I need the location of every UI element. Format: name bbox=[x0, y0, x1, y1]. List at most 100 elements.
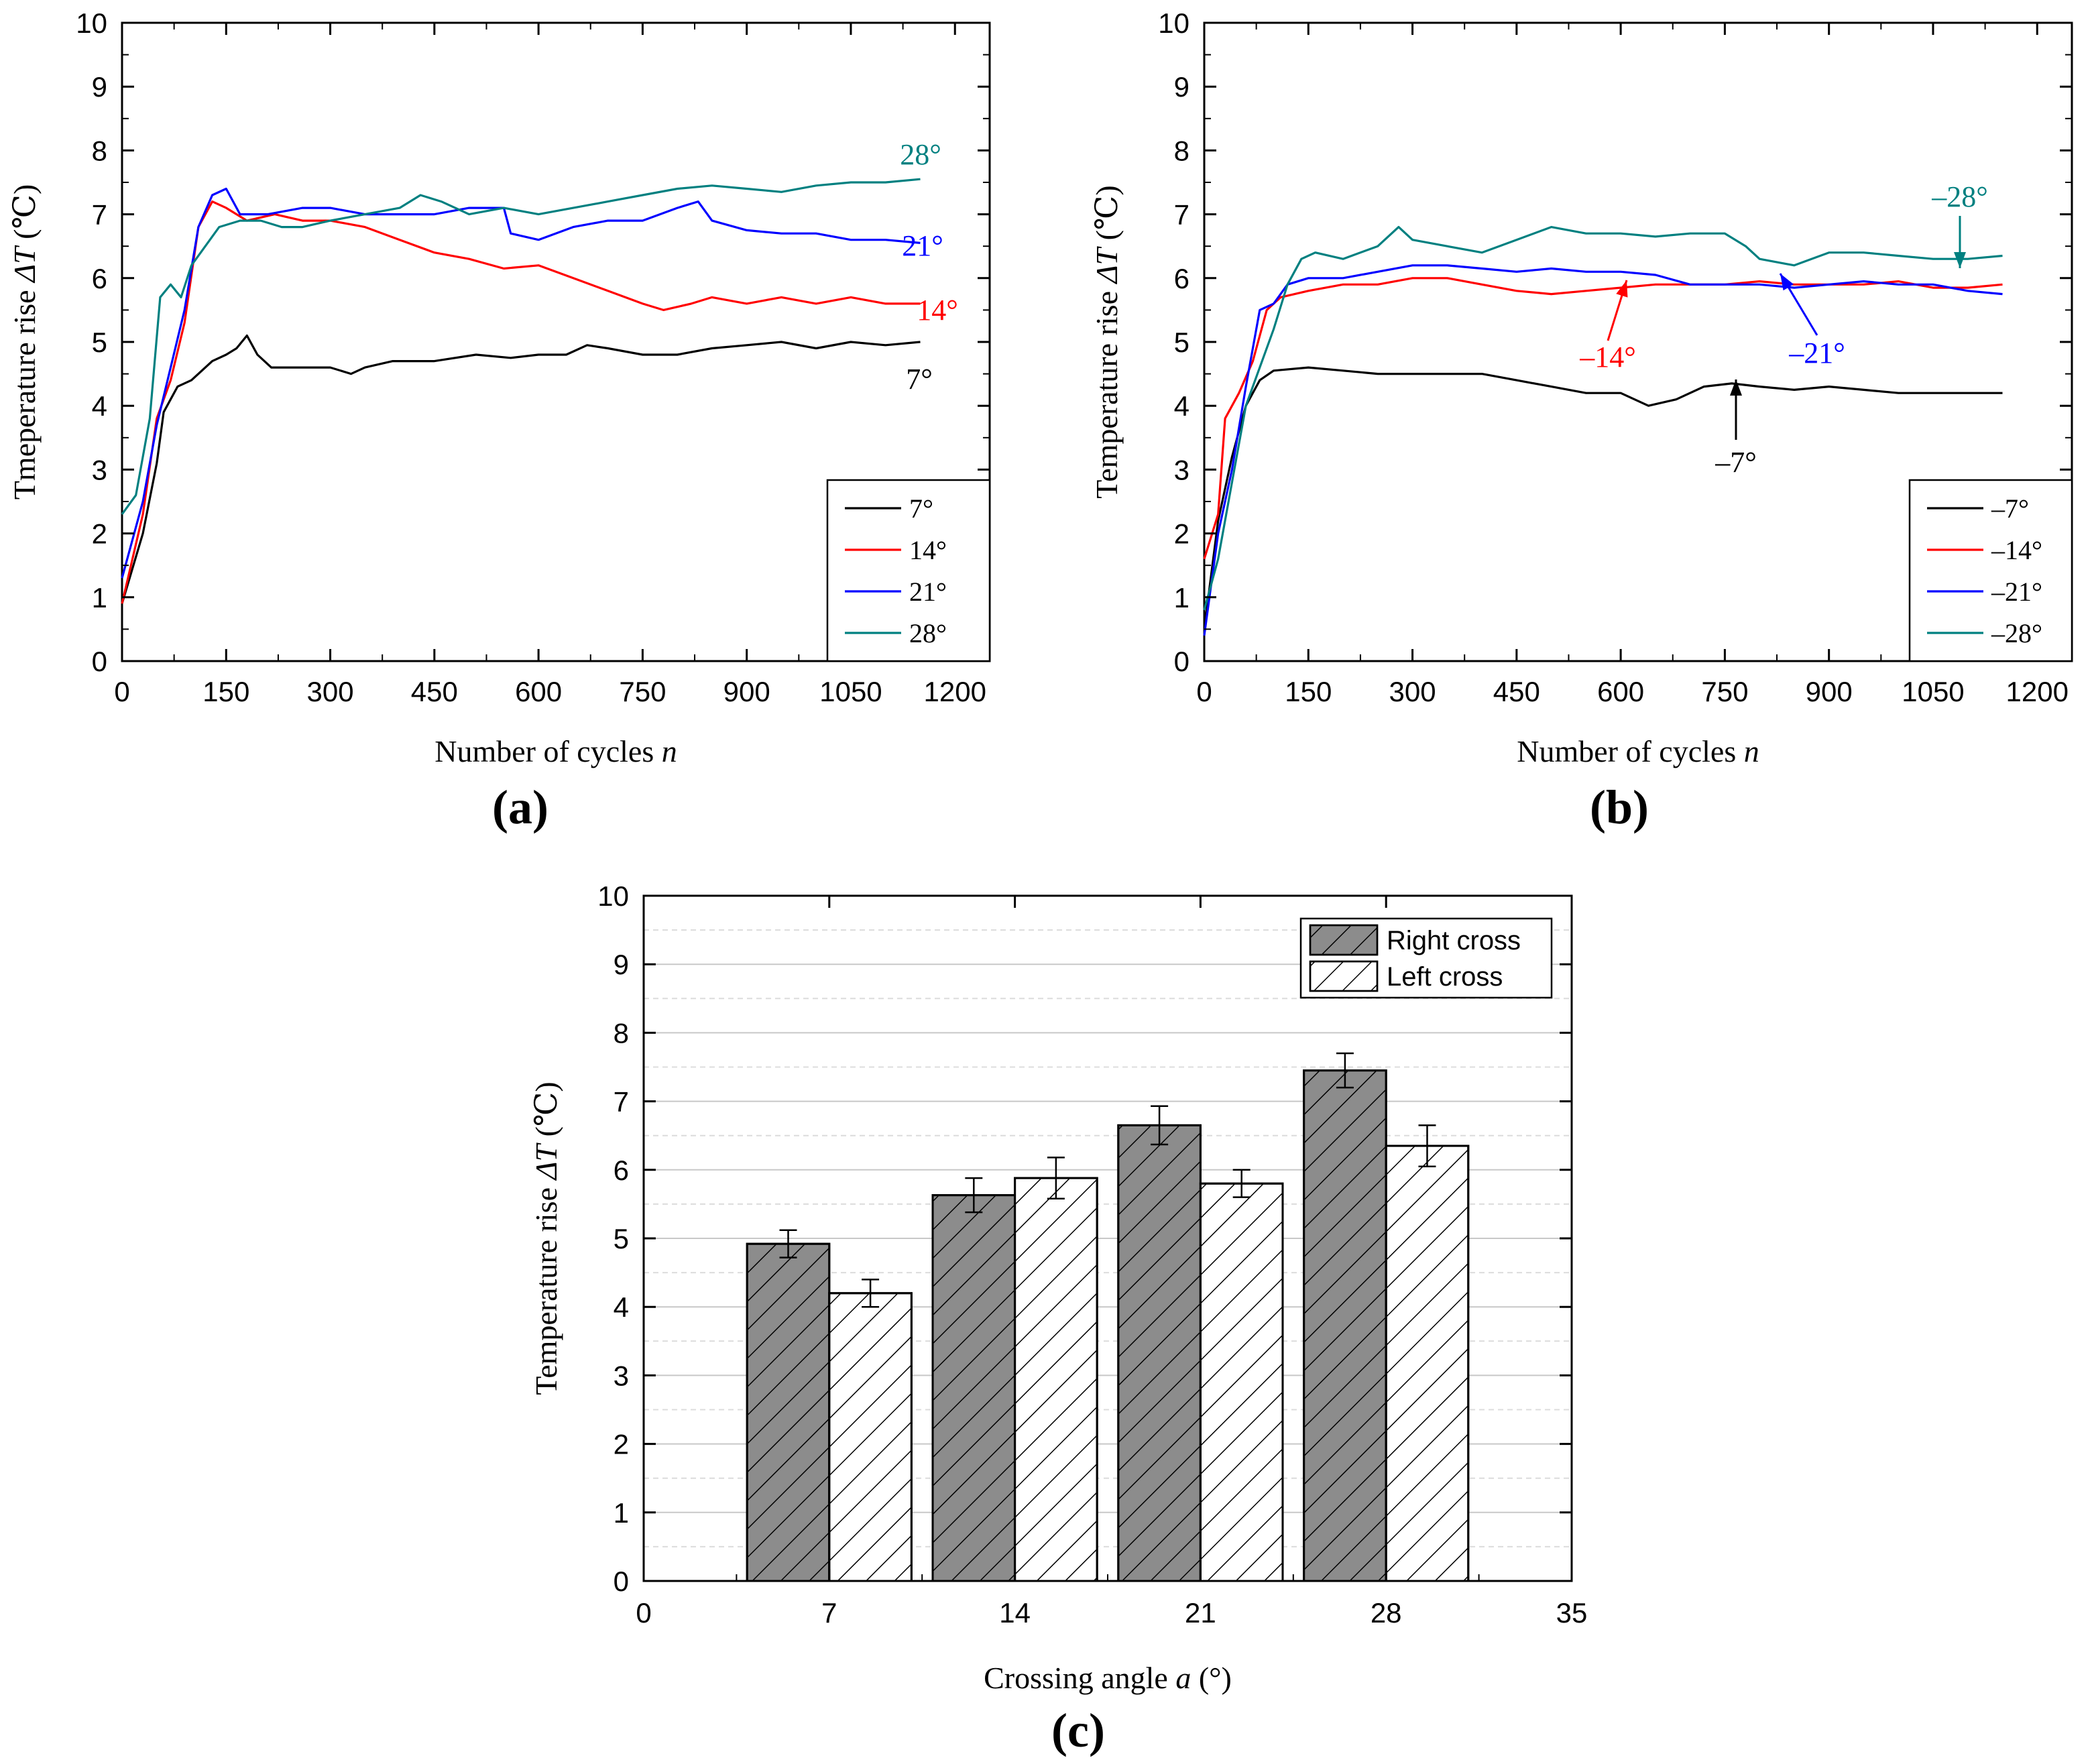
legend-label-21: 21° bbox=[909, 577, 947, 607]
panel-c-label: (c) bbox=[1051, 1704, 1105, 1757]
legend-box bbox=[826, 479, 991, 662]
y-tick-label: 6 bbox=[1174, 263, 1189, 294]
legend-label-28: –28° bbox=[1991, 618, 2042, 648]
x-tick-label: 21 bbox=[1185, 1597, 1216, 1629]
x-tick-label: 600 bbox=[515, 676, 562, 707]
bar-hatch-left-cross-14 bbox=[1014, 1177, 1098, 1582]
x-tick-label: 0 bbox=[114, 676, 129, 707]
x-tick-label: 7 bbox=[821, 1597, 837, 1629]
annotation-arrowhead-28 bbox=[1954, 252, 1966, 268]
series-line-14 bbox=[121, 200, 921, 604]
y-tick-label: 9 bbox=[1174, 71, 1189, 103]
annotation-arrowhead-21 bbox=[1780, 274, 1794, 291]
x-tick-label: 1200 bbox=[924, 676, 986, 707]
series-line-28 bbox=[121, 178, 921, 515]
x-tick-label: 1050 bbox=[1902, 676, 1964, 707]
y-tick-label: 1 bbox=[92, 582, 107, 613]
y-tick-label: 4 bbox=[92, 390, 107, 422]
series-line-28 bbox=[1203, 226, 2003, 611]
y-tick-label: 3 bbox=[92, 454, 107, 485]
series-line-7 bbox=[1203, 366, 2003, 630]
x-tick-label: 900 bbox=[723, 676, 770, 707]
x-tick-label: 14 bbox=[999, 1597, 1031, 1629]
y-tick-label: 6 bbox=[92, 263, 107, 294]
bar-hatch-right-cross-7 bbox=[746, 1242, 831, 1582]
y-tick-label: 8 bbox=[1174, 135, 1189, 166]
y-axis-title-part: Temperature rise bbox=[1090, 284, 1124, 499]
series-annotation-28: –28° bbox=[1931, 180, 1988, 213]
panel-b: (b) 0 1 2 3 4 5 6 7 8 9 10 0 150 300 450 600 750 900 1050 1… bbox=[1090, 7, 2073, 834]
series-annotation-14: –14° bbox=[1579, 341, 1636, 373]
bar-hatch-right-cross-21 bbox=[1117, 1124, 1202, 1582]
x-tick-label: 1050 bbox=[819, 676, 882, 707]
panel-a: (a) 0 1 2 3 4 5 6 7 8 9 10 0 150 300 450 600 750 900 1050 1… bbox=[7, 7, 991, 834]
y-tick-label: 0 bbox=[92, 646, 107, 677]
panel-c: (c) 0 1 2 3 4 5 6 7 8 9 10 0 7 14 21 28 35 Temperature ri… bbox=[529, 880, 1587, 1757]
x-axis-title: Number of cycles n bbox=[1517, 734, 1759, 768]
legend-label-left-cross: Left cross bbox=[1387, 962, 1503, 992]
y-tick-label: 2 bbox=[92, 518, 107, 550]
y-axis-title-part: Tmeperature rise bbox=[7, 282, 42, 499]
panel-b-label: (b) bbox=[1590, 780, 1649, 834]
x-tick-label: 600 bbox=[1597, 676, 1644, 707]
y-tick-label: 9 bbox=[92, 71, 107, 103]
legend-box bbox=[1908, 479, 2073, 662]
y-tick-label: 6 bbox=[614, 1155, 629, 1186]
legend-label-21: –21° bbox=[1991, 577, 2042, 607]
y-tick-label: 3 bbox=[614, 1360, 629, 1391]
y-tick-label: 9 bbox=[614, 949, 629, 980]
x-tick-label: 150 bbox=[202, 676, 249, 707]
y-axis-title-part: Temperature rise bbox=[529, 1180, 563, 1395]
x-axis-title-text: Crossing angle bbox=[984, 1661, 1175, 1695]
x-tick-label: 750 bbox=[619, 676, 666, 707]
series-annotation-7: –7° bbox=[1715, 446, 1757, 479]
y-tick-label: 10 bbox=[597, 880, 629, 912]
bar-hatch-right-cross-14 bbox=[931, 1194, 1016, 1582]
x-tick-label: 300 bbox=[1389, 676, 1436, 707]
y-tick-label: 2 bbox=[614, 1429, 629, 1460]
x-tick-label: 150 bbox=[1285, 676, 1332, 707]
x-tick-label: 750 bbox=[1701, 676, 1748, 707]
x-tick-label: 0 bbox=[1196, 676, 1212, 707]
x-axis-title-text: Number of cycles bbox=[1517, 734, 1744, 768]
series-line-21 bbox=[121, 187, 921, 579]
y-tick-label: 7 bbox=[614, 1086, 629, 1118]
legend-label-14: 14° bbox=[909, 535, 947, 565]
y-axis-title: Tmeperature rise ΔT (℃) bbox=[7, 184, 42, 500]
x-tick-label: 28 bbox=[1371, 1597, 1402, 1629]
legend-swatch-hatch-left-cross bbox=[1309, 960, 1379, 992]
x-tick-label: 900 bbox=[1806, 676, 1853, 707]
y-axis-title-part: ΔT bbox=[529, 1142, 563, 1181]
x-axis-title-var: n bbox=[662, 734, 677, 768]
y-tick-label: 5 bbox=[92, 327, 107, 358]
bar-hatch-left-cross-21 bbox=[1199, 1182, 1284, 1582]
y-axis-title-part: ΔT bbox=[1090, 246, 1124, 285]
y-tick-label: 8 bbox=[92, 135, 107, 166]
series-annotation-14: 14° bbox=[917, 294, 958, 327]
x-tick-label: 450 bbox=[411, 676, 458, 707]
legend-label-28: 28° bbox=[909, 618, 947, 648]
legend-label-14: –14° bbox=[1991, 535, 2042, 565]
y-tick-label: 8 bbox=[614, 1017, 629, 1049]
series-annotation-21: 21° bbox=[902, 229, 943, 262]
annotation-arrowhead-14 bbox=[1616, 280, 1628, 298]
panel-a-label: (a) bbox=[492, 780, 548, 834]
x-tick-label: 0 bbox=[636, 1597, 651, 1629]
annotation-arrowhead-7 bbox=[1730, 379, 1742, 396]
x-tick-label: 35 bbox=[1556, 1597, 1588, 1629]
x-axis-title-text: Number of cycles bbox=[434, 734, 662, 768]
series-annotation-7: 7° bbox=[906, 363, 933, 396]
series-line-7 bbox=[121, 334, 921, 604]
legend-swatch-hatch-right-cross bbox=[1309, 924, 1379, 956]
x-axis-title: Number of cycles n bbox=[434, 734, 677, 768]
y-tick-label: 0 bbox=[1174, 646, 1189, 677]
bar-hatch-left-cross-7 bbox=[828, 1292, 913, 1582]
series-line-14 bbox=[1203, 277, 2003, 560]
y-tick-label: 3 bbox=[1174, 454, 1189, 485]
x-axis-title-unit: (°) bbox=[1191, 1661, 1232, 1695]
x-tick-label: 450 bbox=[1493, 676, 1540, 707]
y-tick-label: 2 bbox=[1174, 518, 1189, 550]
x-tick-label: 1200 bbox=[2006, 676, 2069, 707]
y-axis-title: Temperature rise ΔT (℃) bbox=[529, 1081, 563, 1395]
y-tick-label: 4 bbox=[1174, 390, 1189, 422]
